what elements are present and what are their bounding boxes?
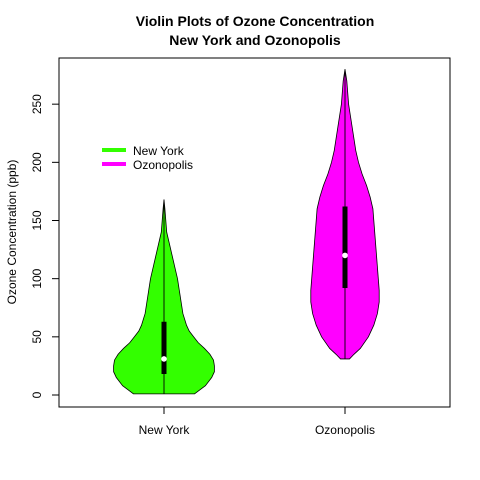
y-tick-label-0: 0: [30, 391, 44, 398]
y-tick-label-200: 200: [30, 152, 44, 172]
x-axis: New York Ozonopolis: [139, 406, 375, 437]
violin-median-ozonopolis: [342, 252, 348, 259]
violin-median-new-york: [161, 356, 167, 362]
legend-label-ozonopolis: Ozonopolis: [133, 158, 193, 172]
plot-area: [113, 69, 380, 395]
x-tick-label-new-york: New York: [139, 423, 191, 437]
y-axis-label: Ozone Concentration (ppb): [5, 160, 19, 305]
legend: New York Ozonopolis: [102, 144, 193, 172]
legend-label-new-york: New York: [133, 144, 185, 158]
y-tick-label-150: 150: [30, 210, 44, 230]
x-tick-label-ozonopolis: Ozonopolis: [315, 423, 375, 437]
chart-subtitle: New York and Ozonopolis: [169, 32, 341, 48]
y-tick-label-100: 100: [30, 268, 44, 288]
y-tick-label-250: 250: [30, 94, 44, 114]
y-axis: 0 50 100 150 200 250: [30, 94, 60, 398]
chart-title: Violin Plots of Ozone Concentration: [136, 13, 375, 29]
y-tick-label-50: 50: [30, 330, 44, 344]
